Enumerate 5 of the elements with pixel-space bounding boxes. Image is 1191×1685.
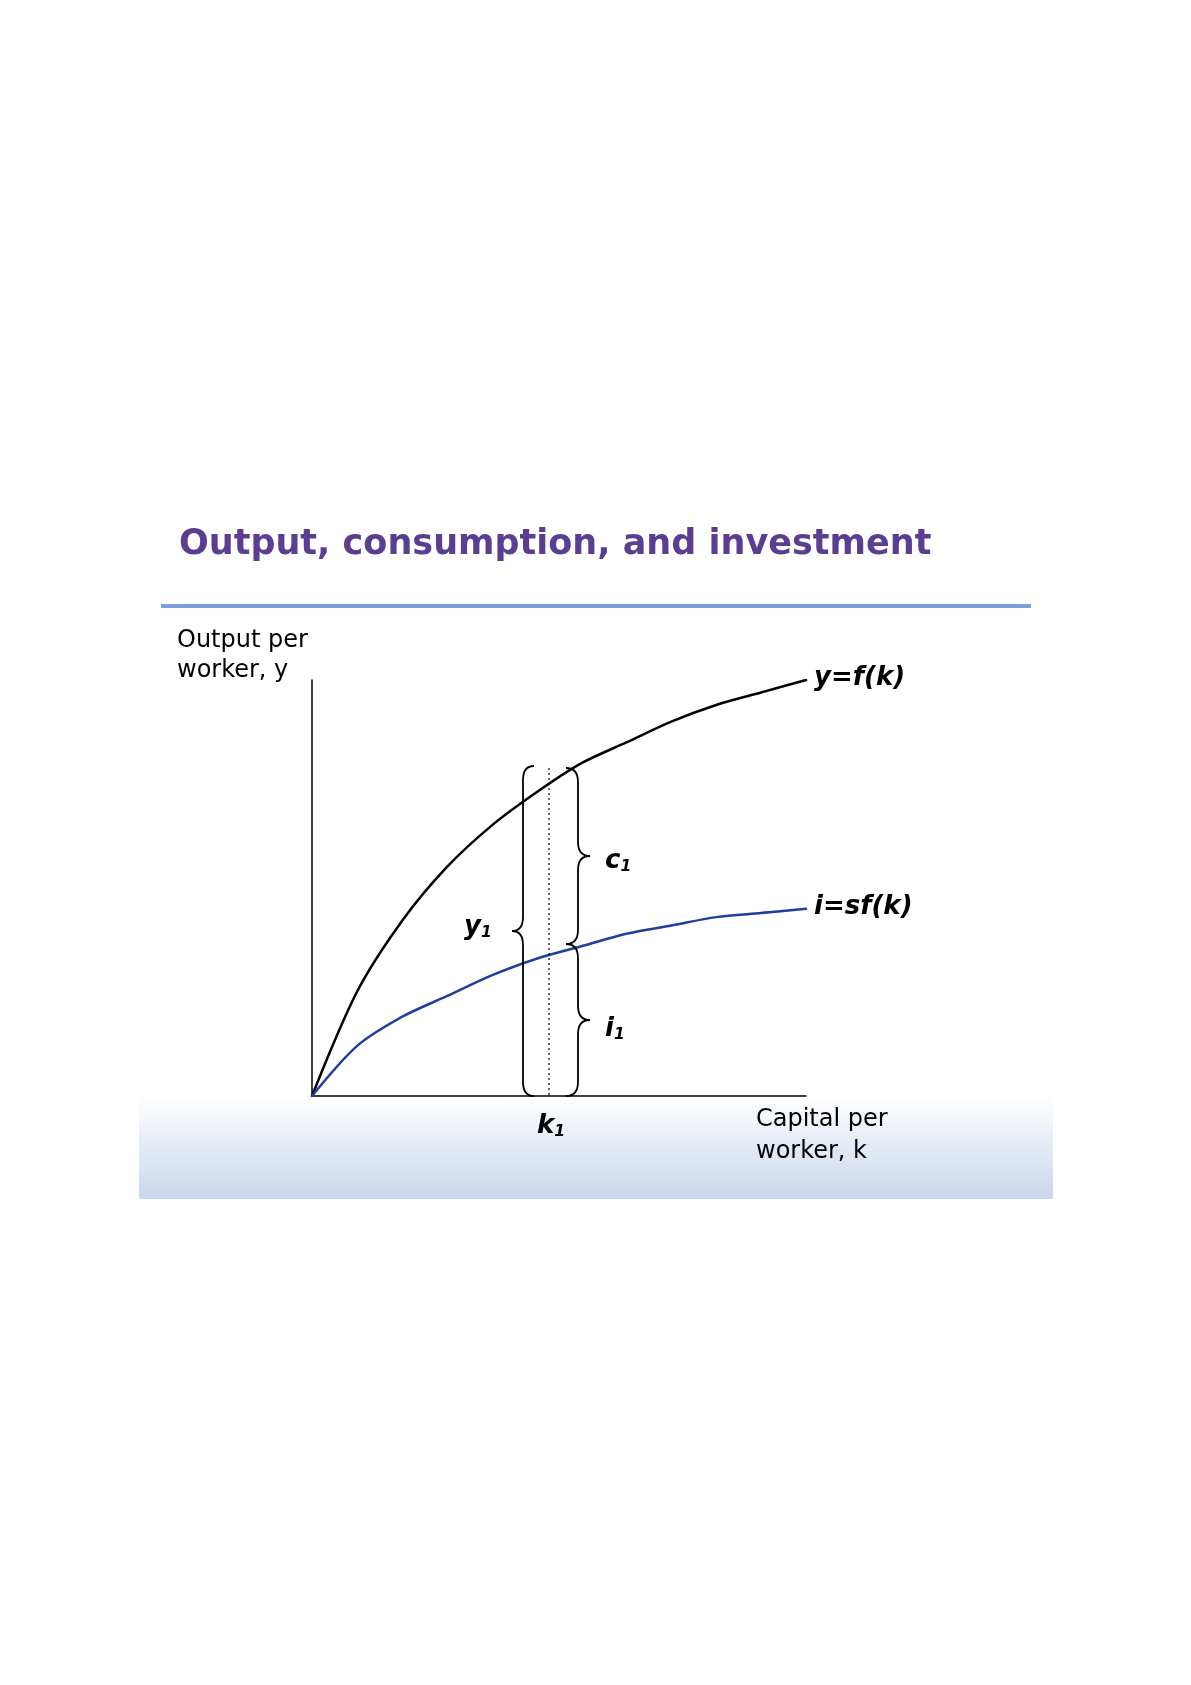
series-label: y=f(k)	[814, 661, 906, 691]
x-axis-title: Capital per worker, k	[756, 1104, 896, 1164]
chart-title: Output, consumption, and investment	[179, 521, 932, 562]
y-axis-title: Output per worker, y	[177, 625, 316, 683]
series-label: i=sf(k)	[814, 889, 913, 920]
